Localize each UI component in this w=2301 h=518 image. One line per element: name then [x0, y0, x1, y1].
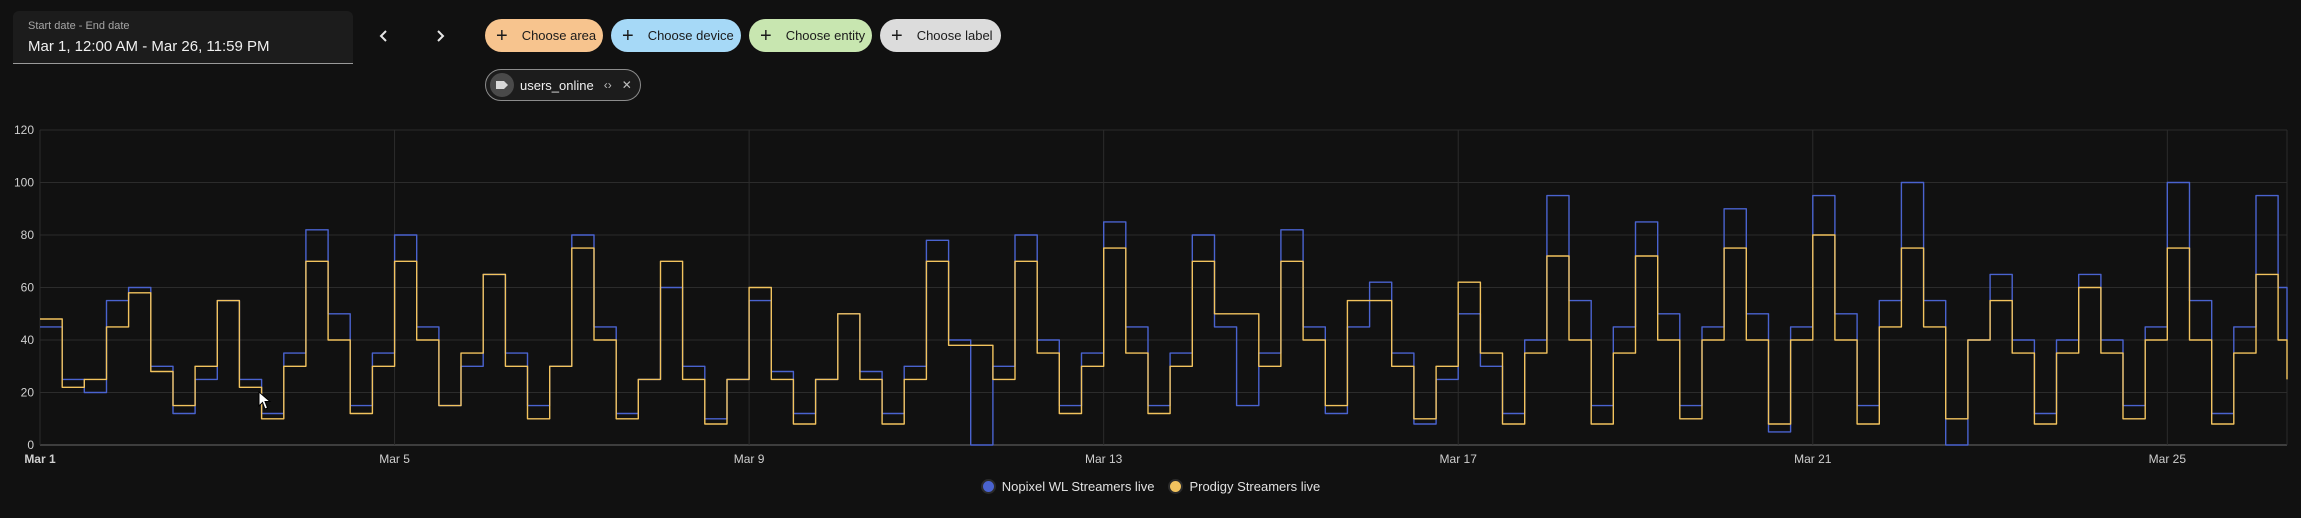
chart-axes: 0 20 40 60 80 100 120 Mar 1 Mar 5 Mar 9 Mar 13 Mar …	[14, 123, 2186, 466]
chart-legend: Nopixel WL Streamers live Prodigy Stream…	[0, 479, 2301, 494]
x-tick-label: Mar 5	[379, 452, 410, 466]
y-tick-label: 20	[21, 386, 35, 400]
choose-label-button[interactable]: + Choose label	[880, 19, 1001, 52]
tag-icon	[490, 73, 514, 97]
series-line-nopixel	[40, 181, 2288, 446]
choose-label-label: Choose label	[916, 28, 993, 43]
choose-area-button[interactable]: + Choose area	[485, 19, 603, 52]
chart-series	[40, 181, 2288, 446]
x-tick-label: Mar 21	[1794, 452, 1832, 466]
y-tick-label: 80	[21, 228, 35, 242]
x-tick-label: Mar 9	[734, 452, 765, 466]
x-tick-label: Mar 17	[1440, 452, 1478, 466]
legend-swatch-prodigy	[1168, 479, 1184, 494]
x-tick-label: Mar 13	[1085, 452, 1123, 466]
legend-swatch-nopixel	[980, 479, 996, 494]
plus-icon: +	[622, 24, 634, 47]
legend-item-nopixel[interactable]: Nopixel WL Streamers live	[980, 479, 1155, 494]
x-tick-label: Mar 25	[2149, 452, 2187, 466]
previous-period-button[interactable]	[368, 20, 400, 52]
series-line-prodigy	[40, 234, 2288, 425]
chart-grid	[39, 129, 2288, 446]
chevron-left-icon	[379, 30, 387, 42]
mouse-pointer-icon	[258, 391, 272, 410]
y-tick-label: 120	[14, 123, 34, 137]
date-range-picker[interactable]: Start date - End date Mar 1, 12:00 AM - …	[13, 11, 353, 64]
plus-icon: +	[891, 24, 903, 47]
y-tick-label: 60	[21, 281, 35, 295]
plus-icon: +	[496, 24, 508, 47]
x-tick-label: Mar 1	[24, 452, 56, 466]
y-tick-label: 0	[27, 438, 34, 452]
date-range-value: Mar 1, 12:00 AM - Mar 26, 11:59 PM	[28, 38, 270, 55]
legend-label-prodigy: Prodigy Streamers live	[1189, 479, 1321, 494]
choose-area-label: Choose area	[521, 28, 597, 43]
date-range-label: Start date - End date	[28, 20, 130, 32]
close-icon[interactable]: ✕	[621, 78, 632, 92]
choose-entity-button[interactable]: + Choose entity	[749, 19, 872, 52]
chevron-right-icon	[437, 30, 445, 42]
choose-device-button[interactable]: + Choose device	[611, 19, 741, 52]
y-tick-label: 100	[14, 176, 34, 190]
entity-chip-users-online[interactable]: users_online ‹› ✕	[485, 69, 641, 101]
choose-entity-label: Choose entity	[785, 28, 866, 43]
y-tick-label: 40	[21, 333, 35, 347]
legend-label-nopixel: Nopixel WL Streamers live	[1001, 479, 1155, 494]
choose-device-label: Choose device	[647, 28, 734, 43]
next-period-button[interactable]	[424, 20, 456, 52]
entity-chip-label: users_online	[520, 77, 594, 93]
legend-item-prodigy[interactable]: Prodigy Streamers live	[1168, 479, 1320, 494]
history-chart: 0 20 40 60 80 100 120 Mar 1 Mar 5 Mar 9 Mar 13 Mar …	[14, 123, 2288, 466]
expand-icon[interactable]: ‹›	[603, 78, 612, 92]
plus-icon: +	[760, 24, 772, 47]
